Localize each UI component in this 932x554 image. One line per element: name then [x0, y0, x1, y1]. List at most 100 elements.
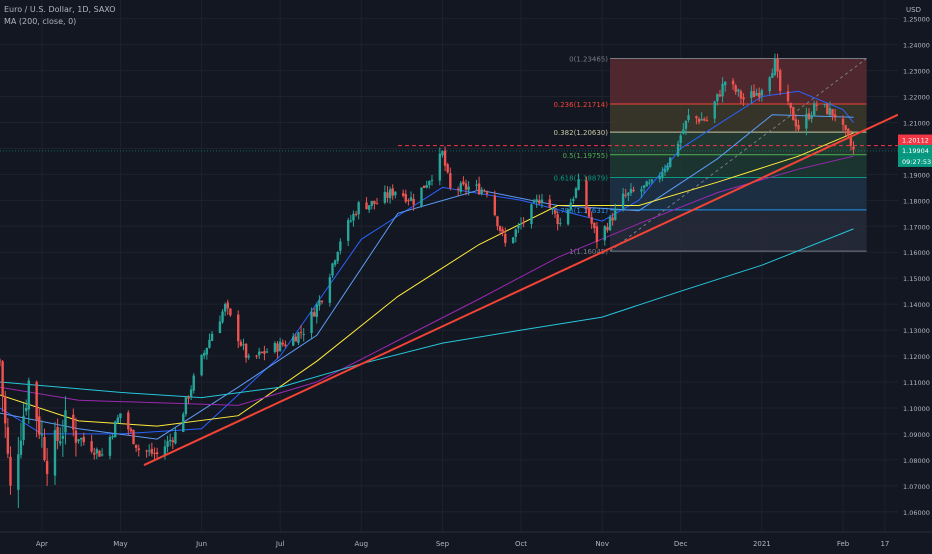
- support-trendline: [143, 113, 899, 466]
- candle-body: [831, 109, 834, 116]
- candle-body: [676, 143, 680, 156]
- candle-body: [540, 199, 544, 203]
- price-tick-label: 1.12000: [903, 353, 930, 361]
- candle-body: [797, 125, 800, 130]
- candle-body: [514, 229, 517, 237]
- candle-body: [132, 430, 135, 445]
- candle-body: [566, 209, 570, 225]
- candle-body: [425, 184, 428, 188]
- candle-body: [38, 416, 41, 435]
- candle-body: [815, 104, 819, 106]
- candle-body: [407, 200, 410, 202]
- candle-body: [386, 192, 389, 198]
- candle-body: [221, 311, 224, 323]
- price-label-box: [898, 144, 932, 156]
- candle-body: [705, 119, 709, 121]
- time-tick-label: 17: [880, 540, 889, 548]
- candle-body: [166, 441, 169, 447]
- candle-body: [695, 116, 698, 119]
- candle-body: [391, 188, 394, 196]
- price-tick-label: 1.16000: [903, 249, 930, 257]
- fib-zone: [610, 209, 867, 252]
- price-label-text: 1.19904: [902, 147, 929, 155]
- trendline[interactable]: [143, 113, 899, 466]
- candle-body: [184, 397, 188, 414]
- time-tick-label: Dec: [674, 540, 688, 548]
- fib-level-label: 0.236(1.21714): [554, 101, 609, 109]
- price-axis-background: [898, 0, 932, 550]
- candle-body: [19, 440, 23, 455]
- candle-body: [242, 344, 245, 346]
- candle-body: [606, 226, 609, 231]
- time-tick-label: Feb: [837, 540, 850, 548]
- moving-average-line: [0, 132, 854, 427]
- time-tick-label: Oct: [515, 540, 527, 548]
- candle-body: [517, 225, 520, 229]
- candle-body: [593, 222, 596, 229]
- candle-body: [663, 169, 667, 173]
- candle-body: [755, 93, 758, 96]
- candle-body: [847, 128, 850, 136]
- candle-body: [794, 119, 798, 127]
- symbol-title[interactable]: Euro / U.S. Dollar, 1D, SAXO: [4, 5, 116, 14]
- price-tick-label: 1.19000: [903, 171, 930, 179]
- candle-body: [585, 180, 588, 210]
- indicator-label[interactable]: MA (200, close, 0): [4, 17, 77, 26]
- candle-body: [758, 92, 761, 98]
- candle-body: [4, 396, 7, 424]
- candle-body: [276, 343, 279, 352]
- price-tick-label: 1.23000: [903, 68, 930, 76]
- time-axis[interactable]: Apr May Jun Jul Aug Sep Oct Nov Dec 2021 Feb 17: [0, 531, 932, 550]
- price-tick-label: 1.07000: [903, 483, 930, 491]
- candle-body: [750, 91, 753, 99]
- candle-body: [223, 304, 227, 312]
- candle-body: [658, 176, 661, 180]
- candle-body: [810, 115, 813, 119]
- price-tick-label: 1.09000: [903, 431, 930, 439]
- price-label-box: [898, 155, 932, 167]
- candle-body: [412, 199, 415, 205]
- time-tick-label: Jun: [195, 540, 207, 548]
- candle-body: [614, 208, 617, 220]
- candle-body: [420, 187, 423, 207]
- candle-body: [367, 205, 371, 210]
- candle-body: [480, 189, 483, 195]
- candle-body: [718, 94, 722, 97]
- candle-body: [587, 207, 591, 217]
- candle-body: [679, 135, 682, 143]
- price-tick-label: 1.10000: [903, 405, 930, 413]
- candle-body: [284, 344, 287, 347]
- candle-body: [483, 190, 486, 192]
- candle-body: [137, 448, 140, 451]
- candle-body: [522, 222, 525, 224]
- candle-body: [388, 189, 392, 199]
- candle-body: [422, 185, 426, 188]
- candle-body: [716, 93, 719, 102]
- candle-body: [504, 233, 507, 243]
- candle-body: [352, 213, 355, 221]
- candle-body: [59, 441, 62, 444]
- candle-body: [632, 189, 635, 192]
- candle-body: [200, 354, 203, 376]
- candle-body: [511, 237, 515, 243]
- fib-level-label: 0.786(1.17631): [554, 207, 609, 215]
- candle-body: [375, 203, 379, 205]
- candle-body: [773, 58, 777, 75]
- price-axis[interactable]: USD 1.25000 1.24000 1.23000 1.22000 1.21000 1.…: [898, 0, 932, 550]
- candle-body: [312, 312, 316, 317]
- candle-body: [493, 195, 497, 216]
- fibonacci-retracement: 0(1.23465) 0.236(1.21714) 0.382(1.20630) 0.…: [0, 56, 898, 256]
- fib-zone: [610, 132, 867, 155]
- candle-body: [624, 194, 627, 196]
- candle-body: [661, 172, 664, 178]
- candle-body: [208, 339, 211, 348]
- candle-body: [263, 351, 266, 354]
- candle-body: [687, 115, 690, 120]
- candle-body: [553, 210, 557, 214]
- candle-body: [742, 97, 745, 100]
- moving-average-line: [0, 90, 854, 435]
- candle-body: [501, 229, 504, 233]
- candle-body: [409, 197, 413, 201]
